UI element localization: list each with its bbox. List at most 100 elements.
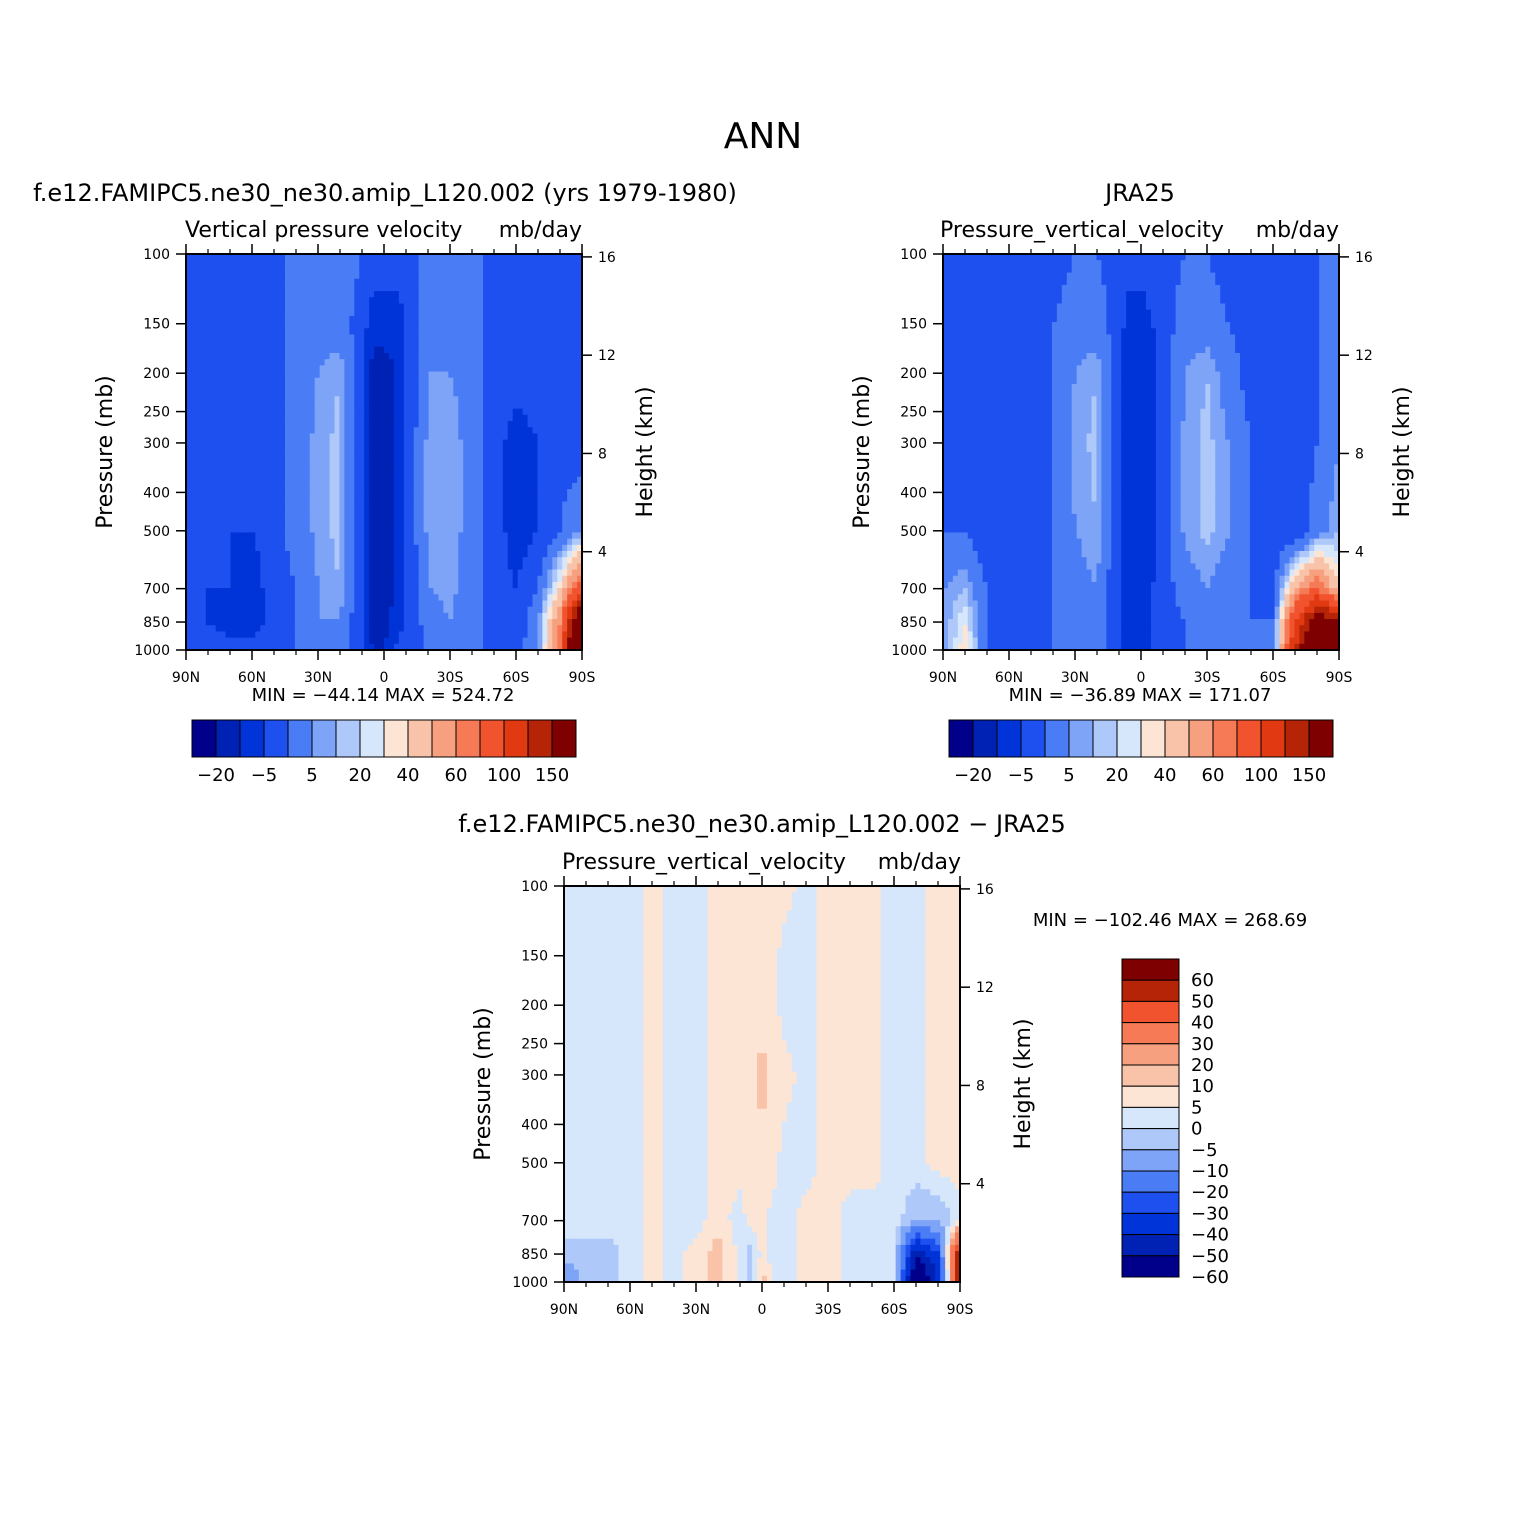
model-cell (354, 458, 360, 465)
model-cell (487, 482, 494, 490)
model-cell (512, 309, 519, 317)
model-cell (388, 359, 395, 366)
model-cell (507, 402, 514, 410)
model-cell (572, 588, 578, 595)
model-cell (458, 513, 464, 521)
model-cell (314, 433, 321, 441)
model-cell (270, 427, 276, 435)
model-cell (190, 575, 197, 583)
model-cell (240, 637, 246, 645)
model-cell (309, 520, 316, 527)
model-cell (314, 482, 321, 490)
model-cell (408, 433, 415, 441)
model-cell (225, 637, 232, 645)
model-cell (200, 501, 207, 509)
model-cell (507, 334, 514, 342)
model-cell (334, 322, 341, 329)
model-cell (418, 520, 425, 527)
model-cell (200, 297, 207, 305)
model-cell (334, 396, 341, 404)
model-cell (458, 390, 464, 397)
model-cell (393, 513, 400, 521)
model-cell (205, 297, 212, 305)
model-cell (537, 322, 543, 329)
model-cell (537, 291, 543, 298)
model-cell (552, 452, 558, 459)
model-cell (497, 619, 504, 626)
model-cell (225, 606, 232, 614)
model-cell (532, 631, 539, 639)
model-cell (577, 631, 583, 639)
model-cell (344, 569, 350, 577)
model-cell (552, 495, 558, 503)
model-cell (423, 427, 430, 435)
model-cell (448, 402, 454, 410)
model-cell (304, 470, 311, 478)
model-cell (200, 291, 207, 298)
model-cell (537, 606, 543, 614)
model-cell (468, 303, 474, 311)
model-cell (527, 513, 534, 521)
model-cell (329, 520, 336, 527)
model-cell (230, 322, 237, 329)
model-cell (344, 284, 350, 292)
model-cell (210, 315, 217, 323)
model-cell (403, 544, 410, 552)
model-cell (280, 594, 286, 602)
model-cell (572, 383, 578, 391)
model-cell (473, 328, 479, 336)
model-cell (567, 532, 573, 540)
model-cell (428, 445, 435, 453)
model-cell (235, 619, 242, 626)
model-cell (522, 272, 529, 280)
model-cell (289, 377, 296, 385)
model-cell (388, 476, 395, 484)
model-cell (364, 408, 370, 416)
model-cell (235, 427, 242, 435)
model-cell (502, 291, 509, 298)
model-cell (364, 371, 370, 379)
model-cell (522, 619, 529, 626)
model-cell (215, 581, 222, 589)
model-cell (497, 284, 504, 292)
model-cell (270, 377, 276, 385)
model-cell (354, 520, 360, 527)
model-cell (517, 625, 524, 633)
model-cell (285, 383, 291, 391)
model-cell (235, 334, 242, 342)
model-cell (379, 278, 385, 286)
model-cell (497, 569, 504, 577)
model-cell (398, 619, 405, 626)
model-cell (433, 315, 440, 323)
model-cell (532, 278, 539, 286)
model-cell (299, 569, 306, 577)
model-cell (542, 563, 548, 571)
model-cell (537, 631, 543, 639)
model-cell (329, 551, 336, 558)
model-cell (408, 464, 415, 472)
model-cell (567, 359, 573, 366)
model-cell (458, 396, 464, 404)
model-cell (334, 544, 341, 552)
model-cell (314, 507, 321, 515)
model-cell (532, 489, 539, 496)
model-cell (403, 476, 410, 484)
model-cell (423, 489, 430, 496)
model-cell (393, 402, 400, 410)
model-cell (468, 544, 474, 552)
model-cell (478, 569, 484, 577)
model-cell (349, 396, 355, 404)
model-cell (215, 254, 222, 261)
model-cell (492, 532, 499, 540)
model-cell (532, 346, 539, 354)
model-cell (230, 272, 237, 280)
model-cell (487, 377, 494, 385)
model-cell (502, 359, 509, 366)
model-cell (245, 600, 251, 608)
model-cell (280, 315, 286, 323)
model-cell (532, 470, 539, 478)
model-cell (492, 439, 499, 447)
model-cell (210, 476, 217, 484)
model-cell (522, 371, 529, 379)
model-cell (190, 353, 197, 360)
